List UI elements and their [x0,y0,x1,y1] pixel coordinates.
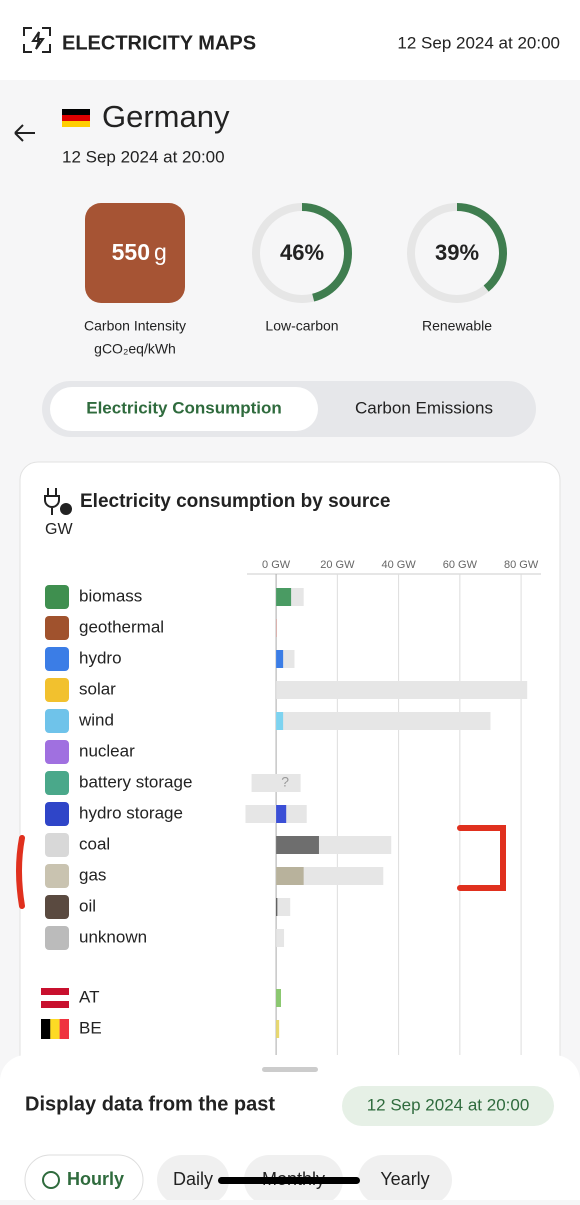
bar [276,898,277,916]
source-icon [45,864,69,888]
bar [276,836,319,854]
renewable-value: 39% [435,240,479,265]
source-icon [45,585,69,609]
source-label: wind [78,710,114,729]
source-icon [45,740,69,764]
bar [276,588,291,606]
flag [60,1019,69,1039]
carbon-intensity-unit: g [154,239,167,265]
x-tick-label: 80 GW [504,559,539,571]
capacity-bar [276,712,490,730]
low-carbon-value: 46% [280,240,324,265]
metric-label: Low-carbon [265,318,338,334]
capacity-bar [276,898,290,916]
source-label: gas [79,865,106,884]
tab[interactable]: Electricity Consumption [86,398,282,417]
zone-date: 12 Sep 2024 at 20:00 [62,147,225,166]
source-icon [45,678,69,702]
option-label[interactable]: Daily [173,1169,213,1189]
plug-icon [60,503,72,515]
flag [50,1019,59,1039]
tab[interactable]: Carbon Emissions [355,398,493,417]
bar [276,712,283,730]
x-tick-label: 60 GW [443,559,478,571]
bar [276,650,283,668]
source-icon [45,895,69,919]
capacity-bar [276,681,527,699]
sheet-title: Display data from the past [25,1093,275,1115]
source-label: biomass [79,586,142,605]
bar [276,805,286,823]
source-label: BE [79,1018,102,1037]
flag [62,109,90,127]
source-label: unknown [79,927,147,946]
bar [276,989,281,1007]
sheet-date[interactable]: 12 Sep 2024 at 20:00 [367,1095,530,1114]
source-icon [45,647,69,671]
source-label: oil [79,896,96,915]
flag [41,1019,50,1039]
metric-label: Carbon Intensity [84,318,186,334]
flag [41,995,69,1001]
bar [276,867,304,885]
source-icon [45,833,69,857]
x-tick-label: 40 GW [381,559,416,571]
home-indicator [218,1177,360,1184]
source-icon [45,616,69,640]
back-button[interactable] [15,125,35,141]
source-icon [45,926,69,950]
metric-label: Renewable [422,318,492,334]
source-label: battery storage [79,772,192,791]
carbon-intensity-value: 550 [112,239,150,265]
source-label: hydro [79,648,122,667]
value-label: ? [281,774,289,790]
source-icon [45,771,69,795]
bar [276,1020,279,1038]
source-icon [45,709,69,733]
sheet-handle[interactable] [262,1067,318,1072]
brand: ELECTRICITY MAPS [62,32,256,54]
header-date[interactable]: 12 Sep 2024 at 20:00 [397,33,560,52]
source-label: AT [79,987,99,1006]
metric-unit: gCO₂eq/kWh [94,341,176,357]
x-tick-label: 0 GW [262,559,291,571]
capacity-bar [252,774,301,792]
source-label: coal [79,834,110,853]
source-label: solar [79,679,116,698]
source-label: nuclear [79,741,135,760]
capacity-bar [276,929,284,947]
chart-title: Electricity consumption by source [80,491,390,512]
source-label: geothermal [79,617,164,636]
source-label: hydro storage [79,803,183,822]
option-label[interactable]: Hourly [67,1169,124,1189]
option-label[interactable]: Yearly [380,1169,429,1189]
x-tick-label: 20 GW [320,559,355,571]
chart-unit: GW [45,521,73,538]
zone-name: Germany [102,99,230,134]
source-icon [45,802,69,826]
